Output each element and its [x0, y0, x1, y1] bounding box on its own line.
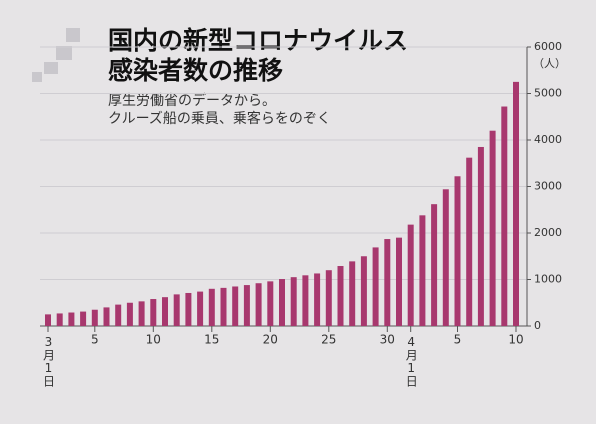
bar	[267, 281, 274, 326]
bar	[232, 286, 239, 326]
bar	[419, 215, 426, 326]
bar	[384, 239, 391, 326]
map-icon	[32, 28, 80, 82]
y-tick-label: 0	[534, 319, 541, 332]
bar	[220, 287, 227, 326]
bar	[477, 146, 484, 326]
bar	[91, 309, 98, 326]
bar	[126, 302, 133, 326]
bar	[501, 106, 508, 327]
bar	[349, 261, 356, 326]
x-tick-label: 5	[91, 333, 99, 347]
bar	[243, 285, 250, 326]
x-tick-label: 5	[454, 333, 462, 347]
bar	[56, 313, 63, 326]
x-tick-label: 25	[321, 333, 336, 347]
bar	[173, 294, 180, 326]
bar	[138, 301, 145, 326]
bar	[396, 237, 402, 326]
bar	[115, 304, 122, 326]
bar	[208, 288, 215, 326]
y-unit: （人）	[533, 57, 566, 70]
bar	[255, 283, 262, 326]
y-tick-label: 1000	[534, 273, 562, 286]
x-tick-label: 15	[204, 333, 219, 347]
x-tick-label: 4月1日	[404, 335, 418, 387]
subtitle: クルーズ船の乗員、乗客らをのぞく	[108, 110, 331, 127]
bar	[407, 224, 414, 326]
chart-title: 感染者数の推移	[108, 56, 283, 85]
y-tick-label: 3000	[534, 180, 562, 193]
bar	[162, 297, 168, 326]
y-tick-label: 4000	[534, 133, 562, 146]
bar	[80, 311, 87, 326]
bar	[45, 314, 51, 326]
bar	[431, 204, 438, 326]
bar	[325, 270, 332, 326]
x-tick-label: 20	[263, 333, 278, 347]
bar	[442, 189, 449, 326]
y-tick-label: 6000	[534, 40, 562, 53]
y-tick-label: 5000	[534, 87, 562, 100]
x-tick-label: 10	[146, 333, 161, 347]
chart-title: 国内の新型コロナウイルス	[108, 26, 408, 55]
bar	[185, 292, 192, 326]
bar	[337, 266, 344, 326]
x-tick-label: 30	[380, 333, 395, 347]
bar	[68, 312, 75, 326]
bar	[489, 130, 496, 326]
bar	[360, 256, 367, 326]
y-tick-label: 2000	[534, 226, 562, 239]
bar	[454, 176, 461, 326]
bar	[372, 247, 379, 326]
x-tick-label: 10	[508, 333, 523, 347]
bar	[279, 279, 285, 326]
bar	[513, 81, 519, 326]
bar	[302, 275, 309, 326]
bar	[314, 273, 321, 326]
bar	[150, 299, 157, 326]
subtitle: 厚生労働省のデータから。	[108, 92, 276, 109]
bar	[103, 307, 110, 326]
bar	[466, 157, 473, 326]
bar	[290, 277, 297, 326]
x-tick-label: 3月1日	[42, 335, 56, 387]
bar	[197, 291, 204, 326]
